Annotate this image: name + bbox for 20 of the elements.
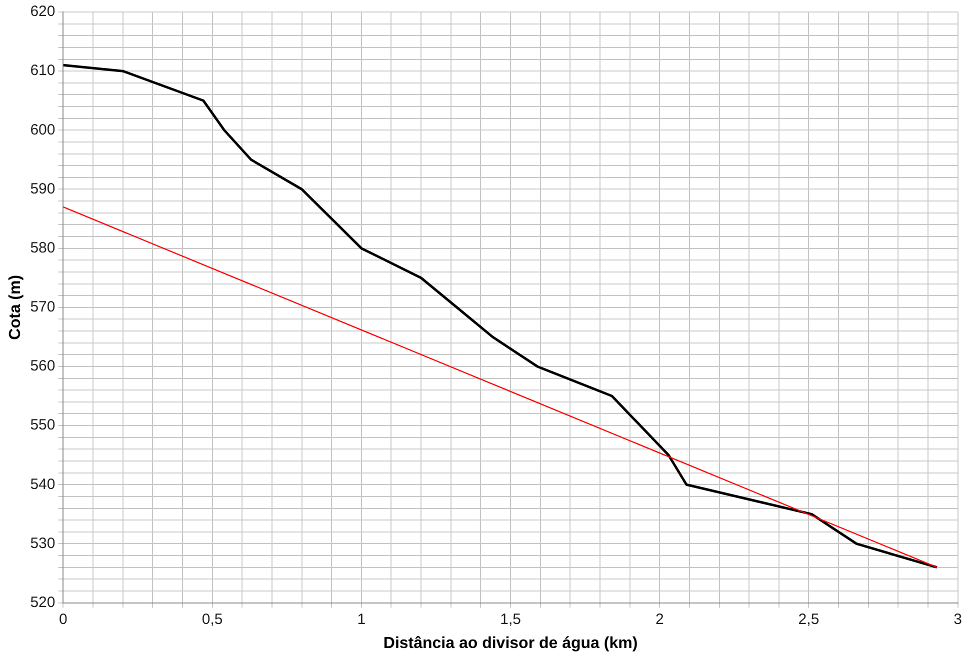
- x-tick-label: 0,5: [202, 610, 223, 628]
- x-axis-title: Distância ao divisor de água (km): [383, 634, 638, 652]
- y-tick-label: 550: [30, 416, 56, 434]
- y-tick-label: 560: [30, 358, 56, 375]
- y-tick-label: 590: [30, 180, 56, 198]
- y-tick-label: 570: [30, 298, 56, 316]
- y-tick-label: 530: [30, 534, 56, 552]
- y-tick-label: 540: [30, 476, 56, 493]
- x-tick-label: 0: [59, 610, 68, 628]
- y-tick-label: 610: [30, 62, 56, 80]
- x-tick-label: 3: [954, 610, 962, 628]
- x-tick-label: 1: [357, 610, 366, 628]
- y-axis-title: Cota (m): [7, 274, 24, 340]
- x-tick-label: 1,5: [500, 610, 521, 628]
- y-tick-label: 600: [30, 121, 56, 138]
- y-tick-label: 580: [30, 239, 56, 256]
- x-tick-label: 2: [655, 610, 664, 628]
- y-tick-label: 520: [30, 594, 56, 611]
- y-tick-label: 620: [30, 3, 56, 20]
- x-tick-label: 2,5: [798, 610, 820, 628]
